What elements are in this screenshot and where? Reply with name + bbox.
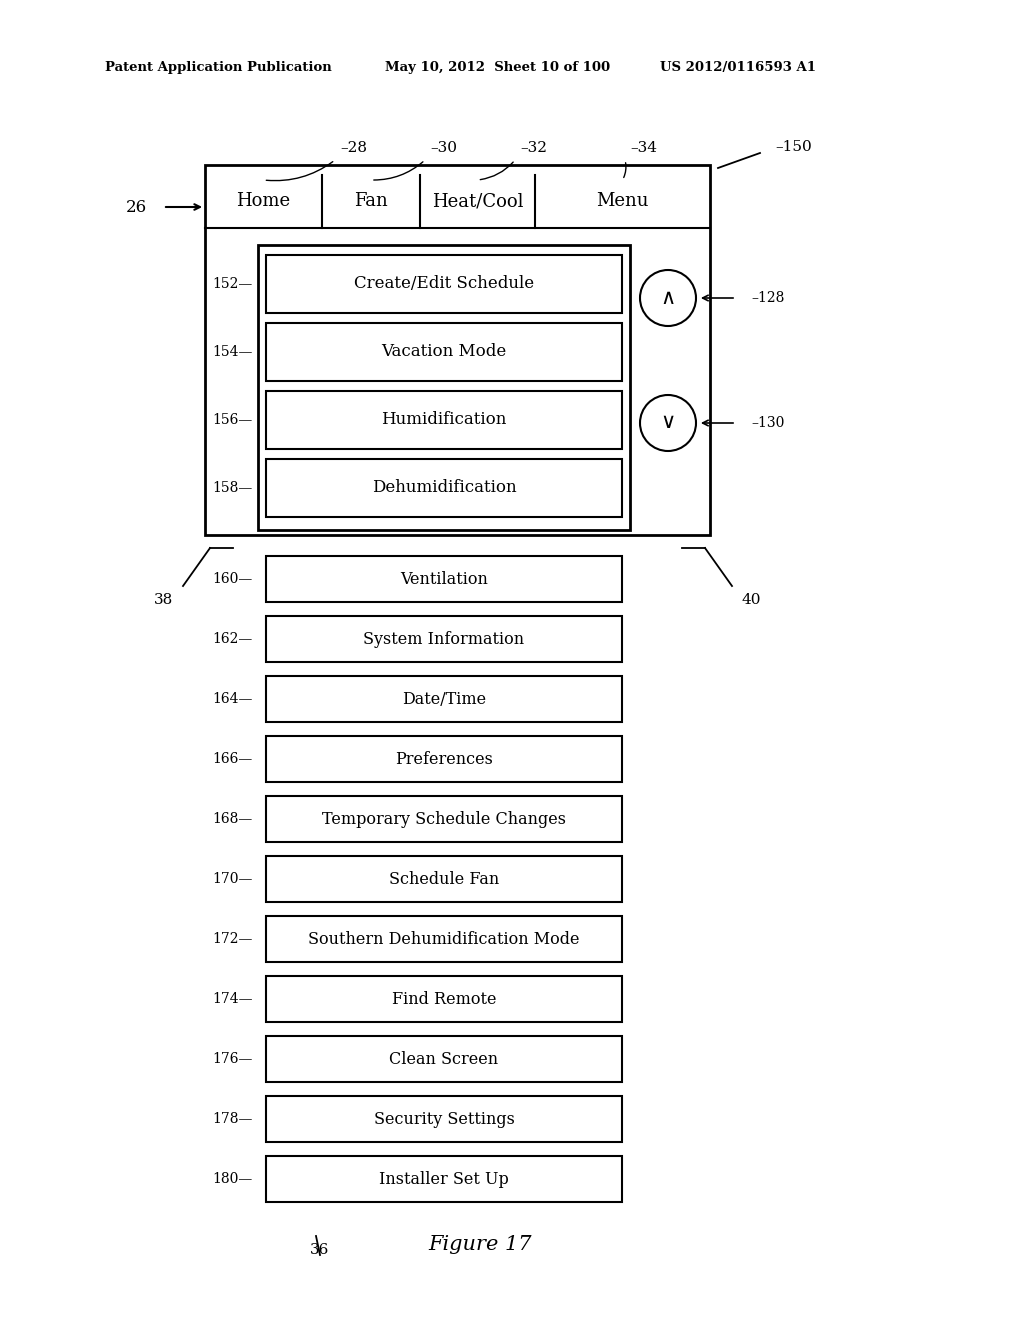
Bar [266, 796, 622, 842]
Text: 152—: 152— [213, 277, 253, 290]
Text: ∧: ∧ [660, 289, 676, 308]
Bar [266, 255, 622, 313]
Text: 156—: 156— [213, 413, 253, 426]
Text: 38: 38 [154, 593, 173, 607]
Text: 154—: 154— [213, 345, 253, 359]
Bar [266, 459, 622, 517]
Bar [266, 1036, 622, 1082]
Text: 162—: 162— [213, 632, 253, 645]
Text: 164—: 164— [213, 692, 253, 706]
Text: 178—: 178— [213, 1111, 253, 1126]
Text: Temporary Schedule Changes: Temporary Schedule Changes [322, 810, 566, 828]
Text: 168—: 168— [213, 812, 253, 826]
Bar [266, 1156, 622, 1203]
Text: May 10, 2012  Sheet 10 of 100: May 10, 2012 Sheet 10 of 100 [385, 62, 610, 74]
Bar [266, 391, 622, 449]
Bar [266, 916, 622, 962]
Text: Humidification: Humidification [381, 412, 507, 429]
Text: System Information: System Information [364, 631, 524, 648]
Text: ∨: ∨ [660, 413, 676, 433]
Text: 158—: 158— [213, 480, 253, 495]
Text: –28: –28 [340, 141, 367, 154]
Text: 172—: 172— [213, 932, 253, 946]
Text: Vacation Mode: Vacation Mode [381, 343, 507, 360]
Text: –130: –130 [751, 416, 784, 430]
Bar [266, 676, 622, 722]
Text: Home: Home [237, 193, 291, 210]
Text: Dehumidification: Dehumidification [372, 479, 516, 496]
Bar [266, 556, 622, 602]
Text: Schedule Fan: Schedule Fan [389, 870, 499, 887]
Text: Date/Time: Date/Time [402, 690, 486, 708]
Text: 26: 26 [126, 198, 147, 215]
Text: Patent Application Publication: Patent Application Publication [105, 62, 332, 74]
Text: –30: –30 [430, 141, 457, 154]
Text: 180—: 180— [213, 1172, 253, 1185]
Text: Fan: Fan [354, 193, 388, 210]
Text: Find Remote: Find Remote [392, 990, 497, 1007]
Bar [266, 855, 622, 902]
Text: –34: –34 [630, 141, 657, 154]
Bar [266, 1096, 622, 1142]
Text: –150: –150 [775, 140, 812, 154]
Text: Preferences: Preferences [395, 751, 493, 767]
Text: Clean Screen: Clean Screen [389, 1051, 499, 1068]
Text: 170—: 170— [213, 873, 253, 886]
Bar [266, 975, 622, 1022]
Text: Ventilation: Ventilation [400, 570, 488, 587]
Text: Menu: Menu [596, 193, 649, 210]
Text: Create/Edit Schedule: Create/Edit Schedule [354, 276, 535, 293]
Text: 166—: 166— [213, 752, 253, 766]
Text: 36: 36 [310, 1243, 330, 1257]
Text: US 2012/0116593 A1: US 2012/0116593 A1 [660, 62, 816, 74]
Bar [266, 737, 622, 781]
Text: Southern Dehumidification Mode: Southern Dehumidification Mode [308, 931, 580, 948]
Text: Security Settings: Security Settings [374, 1110, 514, 1127]
Text: 160—: 160— [213, 572, 253, 586]
Bar [266, 616, 622, 663]
Bar [258, 246, 630, 531]
Text: 176—: 176— [213, 1052, 253, 1067]
Text: 40: 40 [742, 593, 762, 607]
Text: –128: –128 [751, 290, 784, 305]
Bar [205, 165, 710, 535]
Text: Heat/Cool: Heat/Cool [432, 193, 523, 210]
Text: –32: –32 [520, 141, 547, 154]
Text: Figure 17: Figure 17 [428, 1236, 531, 1254]
Text: Installer Set Up: Installer Set Up [379, 1171, 509, 1188]
Text: 174—: 174— [213, 993, 253, 1006]
Bar [266, 323, 622, 381]
